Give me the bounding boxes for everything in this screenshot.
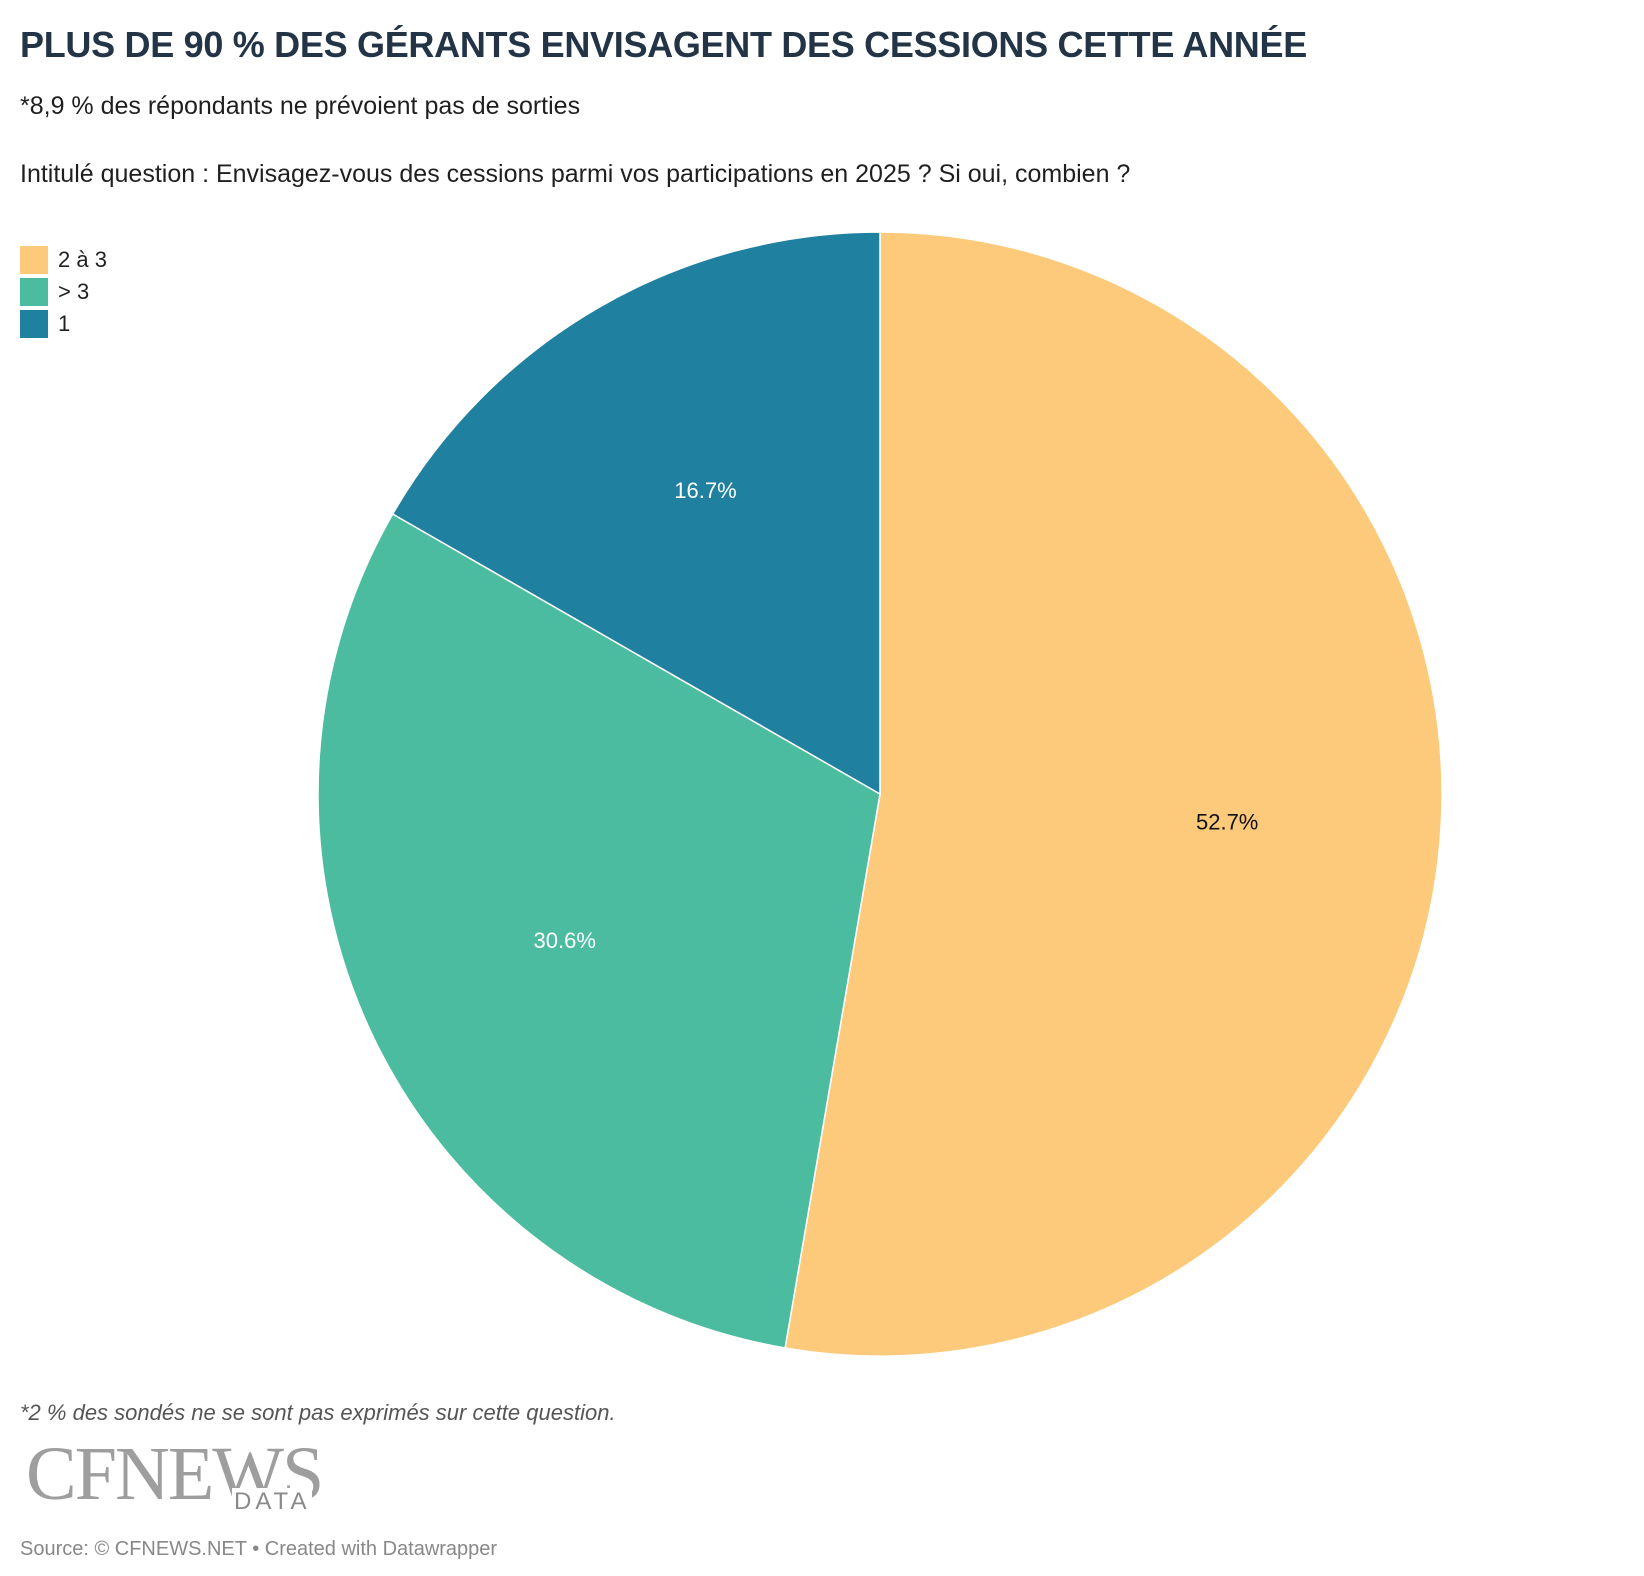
legend-label-1: 1	[58, 311, 71, 336]
pie-slice-0	[784, 231, 1443, 1357]
pie-slice-1	[317, 512, 881, 1349]
source-credit: Source: © CFNEWS.NET • Created with Data…	[20, 1538, 498, 1560]
chart-title: PLUS DE 90 % DES GÉRANTS ENVISAGENT DES …	[20, 24, 1307, 65]
pie-data-label-2: 16.7%	[674, 478, 736, 503]
chart-legend: 2 à 3 > 3 1	[20, 244, 107, 340]
legend-label-plus-de-3: > 3	[58, 279, 90, 304]
legend-label-2-a-3: 2 à 3	[58, 247, 107, 272]
chart-subtitle-note: *8,9 % des répondants ne prévoient pas d…	[20, 92, 581, 120]
legend-item-2-a-3: 2 à 3	[20, 244, 107, 276]
legend-swatch-1	[20, 310, 48, 338]
chart-subtitle-question: Intitulé question : Envisagez-vous des c…	[20, 160, 1131, 188]
pie-labels: 52.7% 30.6% 16.7%	[534, 478, 1259, 953]
legend-item-plus-de-3: > 3	[20, 276, 107, 308]
pie-slices	[317, 231, 1443, 1357]
legend-item-1: 1	[20, 308, 107, 340]
pie-slice-2	[391, 231, 881, 796]
footnote: *2 % des sondés ne se sont pas exprimés …	[20, 1400, 616, 1425]
pie-data-label-1: 30.6%	[534, 928, 596, 953]
pie-data-label-0: 52.7%	[1196, 809, 1258, 834]
cfnews-data-logo: CFNEWS DATA	[26, 1436, 346, 1516]
legend-swatch-2-a-3	[20, 246, 48, 274]
logo-subtitle: DATA	[232, 1488, 313, 1516]
legend-swatch-plus-de-3	[20, 278, 48, 306]
